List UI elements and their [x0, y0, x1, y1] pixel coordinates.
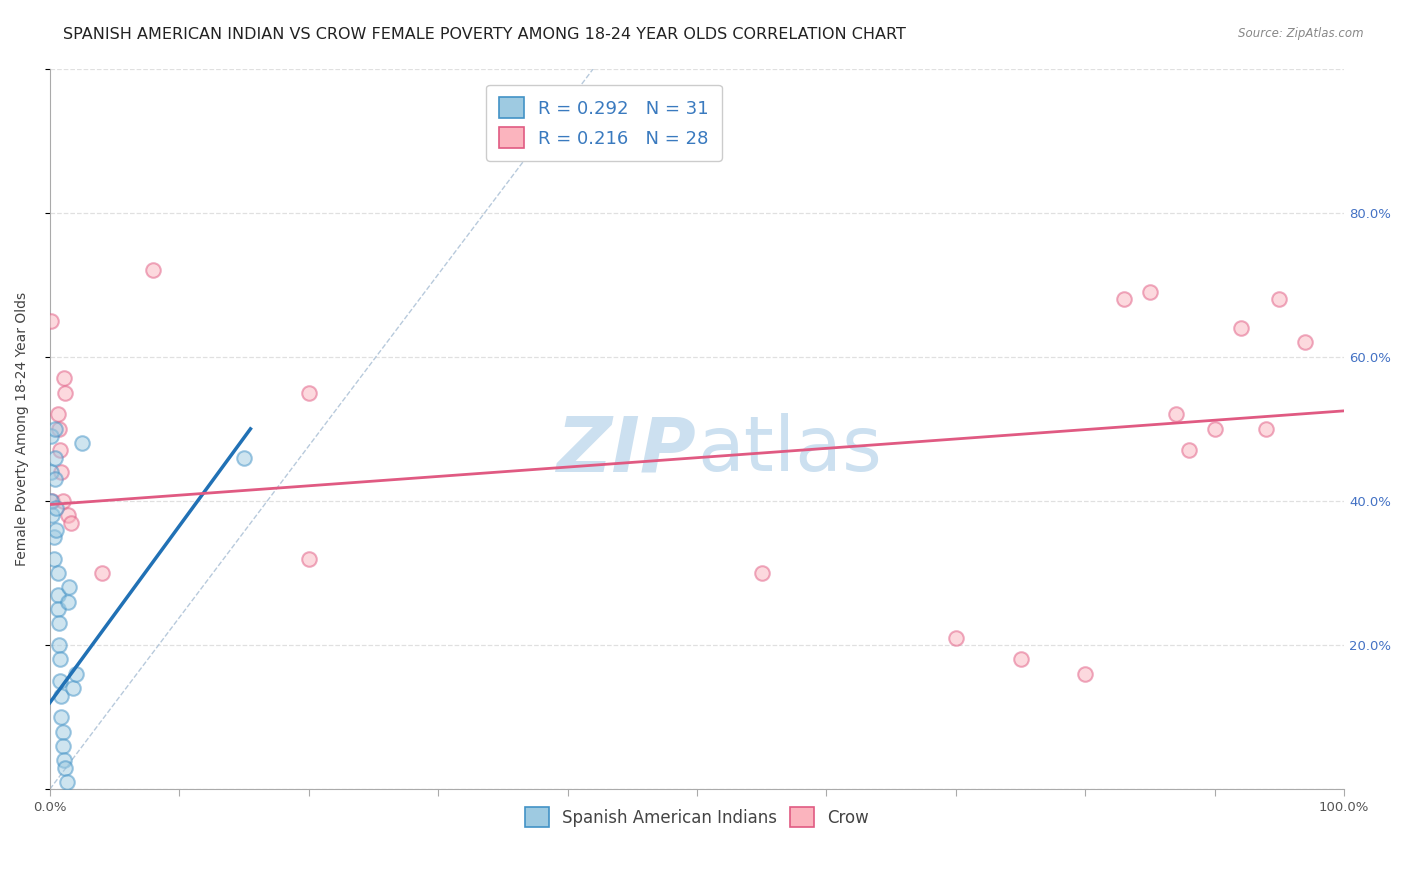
Point — [51, 710, 73, 724]
Y-axis label: Female Poverty Among 18-24 Year Olds: Female Poverty Among 18-24 Year Olds — [15, 292, 30, 566]
Point — [51, 689, 73, 703]
Point — [53, 385, 76, 400]
Point — [1164, 408, 1187, 422]
Point — [142, 263, 165, 277]
Point — [1294, 335, 1316, 350]
Point — [56, 595, 79, 609]
Point — [49, 443, 72, 458]
Point — [46, 566, 69, 580]
Point — [90, 566, 112, 580]
Point — [1074, 667, 1097, 681]
Point — [52, 724, 75, 739]
Point — [1204, 422, 1226, 436]
Text: atlas: atlas — [697, 414, 882, 488]
Point — [1256, 422, 1278, 436]
Point — [48, 422, 70, 436]
Point — [233, 450, 256, 465]
Point — [751, 566, 773, 580]
Point — [53, 753, 76, 767]
Point — [59, 516, 82, 530]
Point — [48, 616, 70, 631]
Point — [52, 739, 75, 753]
Point — [51, 465, 73, 479]
Legend: Spanish American Indians, Crow: Spanish American Indians, Crow — [517, 799, 877, 835]
Point — [53, 371, 76, 385]
Point — [70, 436, 93, 450]
Point — [1139, 285, 1161, 299]
Point — [945, 631, 967, 645]
Point — [53, 761, 76, 775]
Point — [39, 494, 62, 508]
Point — [1229, 321, 1251, 335]
Point — [62, 681, 84, 696]
Point — [39, 465, 62, 479]
Point — [55, 775, 77, 789]
Point — [45, 523, 67, 537]
Point — [1268, 292, 1291, 306]
Point — [58, 581, 80, 595]
Point — [42, 530, 65, 544]
Point — [46, 408, 69, 422]
Point — [298, 385, 321, 400]
Point — [1010, 652, 1032, 666]
Point — [46, 602, 69, 616]
Point — [45, 501, 67, 516]
Text: SPANISH AMERICAN INDIAN VS CROW FEMALE POVERTY AMONG 18-24 YEAR OLDS CORRELATION: SPANISH AMERICAN INDIAN VS CROW FEMALE P… — [63, 27, 905, 42]
Point — [39, 314, 62, 328]
Text: Source: ZipAtlas.com: Source: ZipAtlas.com — [1239, 27, 1364, 40]
Point — [1114, 292, 1136, 306]
Point — [65, 667, 87, 681]
Point — [44, 450, 66, 465]
Point — [42, 551, 65, 566]
Point — [44, 472, 66, 486]
Point — [44, 422, 66, 436]
Point — [48, 638, 70, 652]
Point — [41, 508, 63, 523]
Point — [41, 494, 63, 508]
Text: ZIP: ZIP — [557, 414, 697, 488]
Point — [298, 551, 321, 566]
Point — [56, 508, 79, 523]
Point — [49, 652, 72, 666]
Point — [39, 429, 62, 443]
Point — [1178, 443, 1201, 458]
Point — [46, 588, 69, 602]
Point — [49, 674, 72, 689]
Point — [52, 494, 75, 508]
